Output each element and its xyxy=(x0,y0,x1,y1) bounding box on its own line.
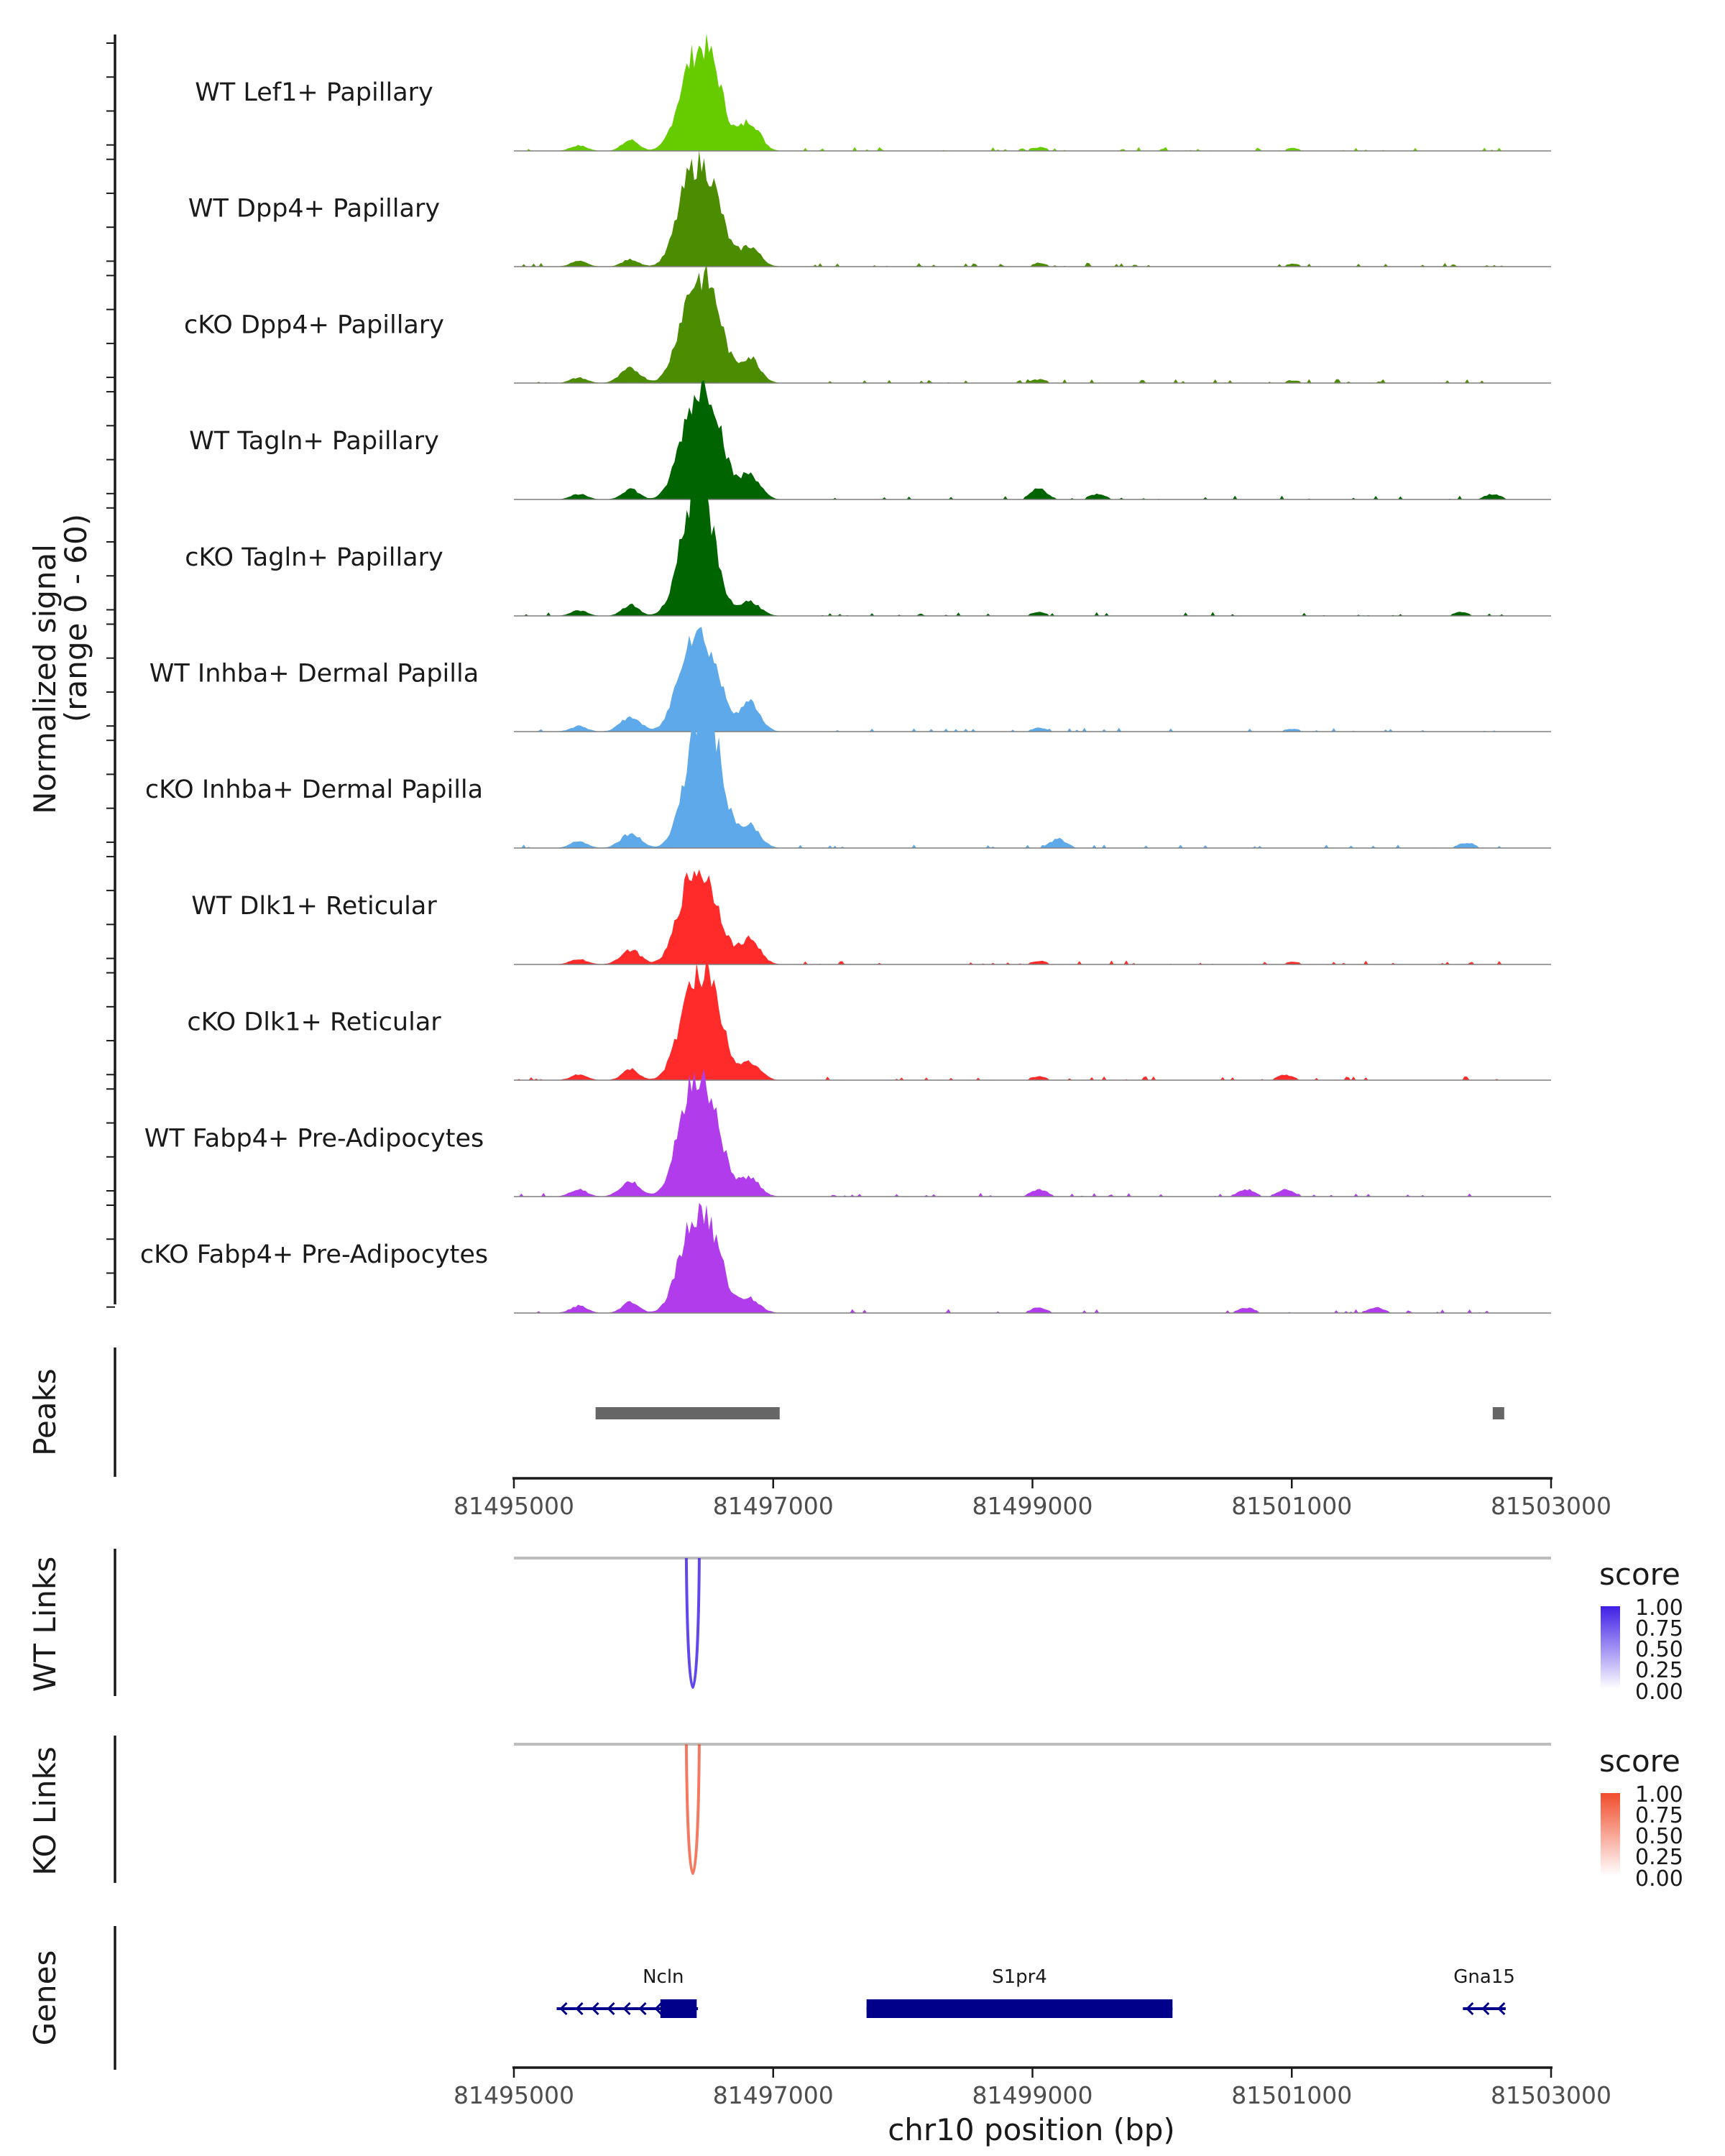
strand-arrow xyxy=(607,2001,615,2016)
strand-arrow xyxy=(1466,2001,1474,2016)
x-bottom-tick-label: 81503000 xyxy=(1491,2081,1611,2109)
strand-arrow xyxy=(622,2001,631,2016)
coverage-area xyxy=(514,264,1551,383)
strand-arrow xyxy=(654,2001,663,2016)
track-label: cKO Dlk1+ Reticular xyxy=(187,1008,441,1037)
coverage-area xyxy=(514,1069,1551,1197)
coverage-area xyxy=(514,694,1551,848)
strand-arrow xyxy=(1481,2001,1490,2016)
gene-name: S1pr4 xyxy=(992,1966,1047,1988)
coverage-area xyxy=(514,1202,1551,1313)
coverage-area xyxy=(514,627,1551,732)
wt-legend-tick: 0.75 xyxy=(1635,1616,1683,1641)
ko-legend-tick: 1.00 xyxy=(1635,1782,1683,1807)
gene-name: Ncln xyxy=(643,1966,684,1988)
peak-region xyxy=(595,1407,780,1419)
x-mid-tick-label: 81503000 xyxy=(1491,1492,1611,1520)
ko-score-legend: score 1.00 0.75 0.50 0.25 0.00 xyxy=(1599,1743,1683,1892)
track-label: WT Tagln+ Papillary xyxy=(189,427,439,456)
coverage-area xyxy=(514,869,1551,964)
y-axis-range: (range 0 - 60) xyxy=(58,514,93,722)
track-label: cKO Fabp4+ Pre-Adipocytes xyxy=(140,1240,488,1269)
ko-legend-tick: 0.00 xyxy=(1635,1866,1683,1892)
ko-links-label: KO Links xyxy=(27,1746,63,1876)
x-mid-tick-label: 81495000 xyxy=(454,1492,574,1520)
track-label: WT Fabp4+ Pre-Adipocytes xyxy=(144,1124,484,1153)
ko-legend-colorbar xyxy=(1601,1793,1620,1876)
track-label: WT Inhba+ Dermal Papilla xyxy=(150,660,479,688)
x-axis-title: chr10 position (bp) xyxy=(888,2112,1175,2147)
ko-legend-tick: 0.50 xyxy=(1635,1824,1683,1849)
link-arc xyxy=(684,1557,701,1689)
strand-arrow xyxy=(1497,2001,1506,2016)
peaks-track-label: Peaks xyxy=(27,1368,63,1456)
strand-arrow xyxy=(559,2001,568,2016)
track-label: cKO Inhba+ Dermal Papilla xyxy=(145,775,483,804)
gene-exon xyxy=(660,1999,697,2018)
coverage-area xyxy=(514,957,1551,1080)
ko-legend-tick: 0.25 xyxy=(1635,1845,1683,1870)
peak-region xyxy=(1492,1407,1504,1419)
gene-exon xyxy=(866,1999,1173,2018)
x-bottom-tick-label: 81495000 xyxy=(454,2081,574,2109)
wt-links-label: WT Links xyxy=(27,1557,63,1692)
coverage-area xyxy=(514,150,1551,267)
wt-legend-tick: 0.25 xyxy=(1635,1658,1683,1683)
link-arc xyxy=(684,1743,701,1875)
x-bottom-tick-label: 81499000 xyxy=(972,2081,1093,2109)
gene-name: Gna15 xyxy=(1453,1966,1515,1988)
track-label: cKO Dpp4+ Papillary xyxy=(184,310,444,339)
x-mid-tick-label: 81497000 xyxy=(713,1492,834,1520)
track-label: cKO Tagln+ Papillary xyxy=(185,543,443,572)
track-label: WT Dlk1+ Reticular xyxy=(191,892,437,921)
genes-track-label: Genes xyxy=(27,1950,63,2046)
wt-legend-tick: 0.00 xyxy=(1635,1680,1683,1705)
coverage-area xyxy=(514,380,1551,499)
strand-arrow xyxy=(575,2001,584,2016)
x-bottom-tick-label: 81501000 xyxy=(1231,2081,1352,2109)
wt-score-legend: score 1.00 0.75 0.50 0.25 0.00 xyxy=(1599,1557,1683,1705)
wt-legend-colorbar xyxy=(1601,1606,1620,1689)
track-label: WT Lef1+ Papillary xyxy=(195,78,433,107)
track-label: WT Dpp4+ Papillary xyxy=(188,195,440,224)
ko-legend-title: score xyxy=(1599,1743,1680,1779)
wt-legend-title: score xyxy=(1599,1557,1680,1592)
strand-arrow xyxy=(638,2001,647,2016)
wt-legend-tick: 0.50 xyxy=(1635,1637,1683,1662)
x-mid-tick-label: 81499000 xyxy=(972,1492,1093,1520)
ko-legend-tick: 0.75 xyxy=(1635,1803,1683,1828)
x-bottom-tick-label: 81497000 xyxy=(713,2081,834,2109)
strand-arrow xyxy=(591,2001,599,2016)
x-mid-tick-label: 81501000 xyxy=(1231,1492,1352,1520)
coverage-area xyxy=(514,33,1551,152)
y-axis-title: Normalized signal xyxy=(27,544,63,814)
wt-legend-tick: 1.00 xyxy=(1635,1595,1683,1621)
